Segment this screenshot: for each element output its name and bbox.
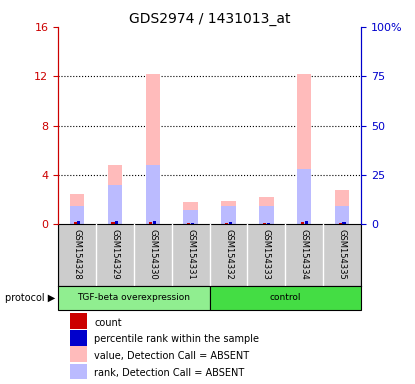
Text: rank, Detection Call = ABSENT: rank, Detection Call = ABSENT: [95, 368, 245, 378]
Bar: [305, 221, 308, 224]
Bar: [301, 222, 304, 224]
Text: percentile rank within the sample: percentile rank within the sample: [95, 334, 259, 344]
Bar: [335, 206, 349, 224]
Bar: [221, 206, 236, 224]
Bar: [146, 165, 160, 224]
Text: count: count: [95, 318, 122, 328]
Bar: [70, 346, 87, 362]
Bar: [335, 190, 349, 224]
Bar: [70, 313, 87, 329]
Bar: [108, 165, 122, 224]
Bar: [108, 185, 122, 224]
Bar: [342, 222, 346, 224]
Bar: [70, 194, 84, 224]
Bar: [267, 222, 270, 224]
Bar: [78, 221, 81, 224]
Bar: [183, 202, 198, 224]
Text: TGF-beta overexpression: TGF-beta overexpression: [77, 293, 190, 302]
Bar: [339, 223, 342, 224]
Bar: [183, 210, 198, 224]
Text: control: control: [270, 293, 301, 302]
Text: GSM154332: GSM154332: [224, 229, 233, 280]
FancyBboxPatch shape: [58, 286, 210, 310]
Bar: [70, 364, 87, 379]
Bar: [149, 222, 152, 224]
FancyBboxPatch shape: [210, 286, 361, 310]
Bar: [259, 206, 273, 224]
Bar: [153, 221, 156, 224]
Bar: [187, 223, 190, 224]
Bar: [229, 222, 232, 224]
Text: GSM154329: GSM154329: [110, 229, 120, 280]
Bar: [297, 169, 311, 224]
Bar: [259, 197, 273, 224]
Bar: [221, 201, 236, 224]
Bar: [297, 74, 311, 224]
Bar: [225, 223, 228, 224]
Text: value, Detection Call = ABSENT: value, Detection Call = ABSENT: [95, 351, 249, 361]
Bar: [70, 206, 84, 224]
Bar: [115, 221, 118, 224]
Text: protocol ▶: protocol ▶: [5, 293, 55, 303]
Bar: [263, 223, 266, 224]
Text: GSM154331: GSM154331: [186, 229, 195, 280]
Text: GSM154335: GSM154335: [338, 229, 347, 280]
Bar: [112, 222, 115, 224]
Text: GSM154333: GSM154333: [262, 229, 271, 280]
Bar: [146, 74, 160, 224]
Text: GSM154328: GSM154328: [73, 229, 81, 280]
Bar: [191, 222, 194, 224]
Text: GSM154330: GSM154330: [148, 229, 157, 280]
Title: GDS2974 / 1431013_at: GDS2974 / 1431013_at: [129, 12, 290, 26]
Text: GSM154334: GSM154334: [300, 229, 309, 280]
Bar: [70, 330, 87, 346]
Bar: [73, 222, 77, 224]
